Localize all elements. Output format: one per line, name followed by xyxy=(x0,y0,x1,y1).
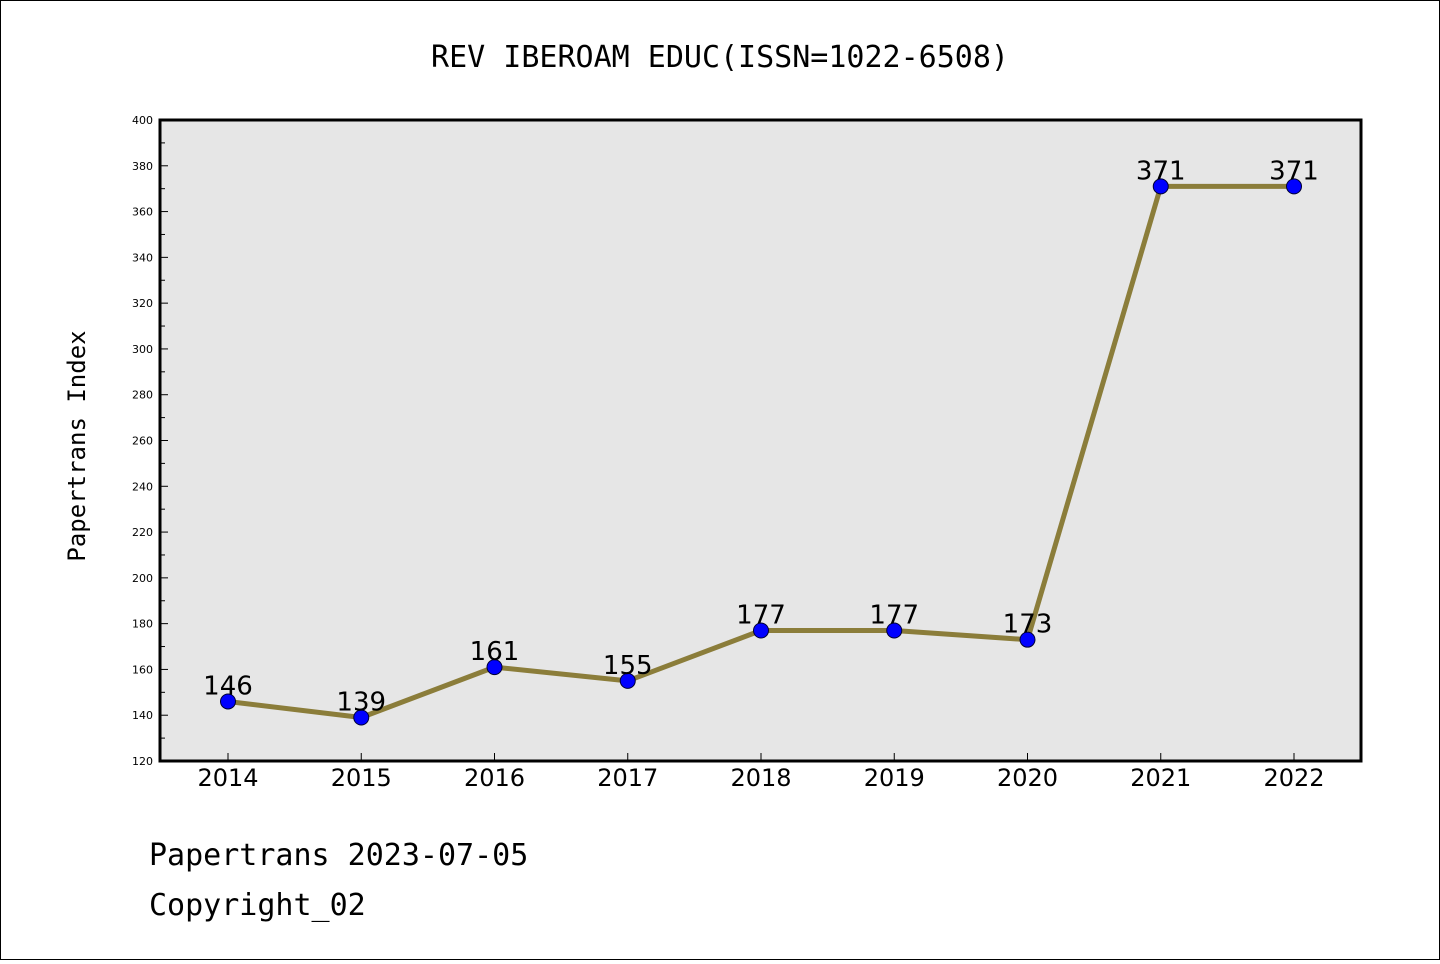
footer-copyright: Copyright_02 xyxy=(149,888,366,923)
y-tick-label: 200 xyxy=(132,572,153,585)
x-tick-label: 2020 xyxy=(997,764,1058,792)
data-label: 139 xyxy=(336,688,386,718)
y-tick-label: 320 xyxy=(132,297,153,310)
data-label: 173 xyxy=(1003,610,1053,640)
data-point xyxy=(753,622,769,639)
x-tick-label: 2021 xyxy=(1130,764,1191,792)
data-point xyxy=(619,672,636,689)
data-label: 177 xyxy=(736,601,786,631)
series-layer xyxy=(220,178,1302,726)
y-tick-label: 380 xyxy=(132,160,153,173)
data-label: 161 xyxy=(470,637,520,667)
data-point xyxy=(353,709,370,726)
plot-area xyxy=(158,118,1363,763)
y-tick-label: 220 xyxy=(132,526,153,539)
x-axis-ticks: 2014 2015 2016 2017 2018 2019 2020 2021 2022 xyxy=(197,753,1325,792)
x-tick-label: 2019 xyxy=(864,764,925,792)
x-tick-label: 2017 xyxy=(597,764,658,792)
y-tick-label: 340 xyxy=(132,251,153,264)
x-tick-label: 2015 xyxy=(331,764,392,792)
y-tick-label: 280 xyxy=(132,389,153,402)
chart-title: REV IBEROAM EDUC(ISSN=1022-6508) xyxy=(431,40,1009,75)
y-axis-label: Papertrans Index xyxy=(63,330,91,561)
footer-date: Papertrans 2023-07-05 xyxy=(149,838,528,873)
y-tick-label: 120 xyxy=(132,755,153,768)
data-label: 371 xyxy=(1269,156,1319,186)
y-tick-label: 160 xyxy=(132,663,153,676)
x-tick-label: 2022 xyxy=(1263,764,1324,792)
data-label: 155 xyxy=(603,651,653,681)
data-label: 371 xyxy=(1136,156,1186,186)
data-label: 177 xyxy=(869,601,919,631)
data-point xyxy=(220,693,236,710)
y-tick-label: 260 xyxy=(132,435,153,448)
y-tick-label: 140 xyxy=(132,709,153,722)
data-point xyxy=(886,622,903,639)
data-label-layer: 146 139 161 155 177 177 173 371 371 xyxy=(203,156,1319,717)
x-tick-label: 2018 xyxy=(730,764,791,792)
x-tick-label: 2016 xyxy=(464,764,525,792)
y-axis-ticks: 120 140 160 180 200 220 240 260 280 300 320 340 360 3… xyxy=(132,114,168,768)
x-tick-label: 2014 xyxy=(197,764,258,792)
data-point xyxy=(1286,178,1302,195)
y-tick-label: 180 xyxy=(132,618,153,631)
data-label: 146 xyxy=(203,671,253,701)
data-point xyxy=(486,659,503,676)
y-tick-label: 360 xyxy=(132,206,153,219)
y-tick-label: 400 xyxy=(132,114,153,127)
y-tick-label: 300 xyxy=(132,343,153,356)
data-point xyxy=(1019,631,1036,648)
y-tick-label: 240 xyxy=(132,480,153,493)
data-point xyxy=(1152,178,1169,195)
